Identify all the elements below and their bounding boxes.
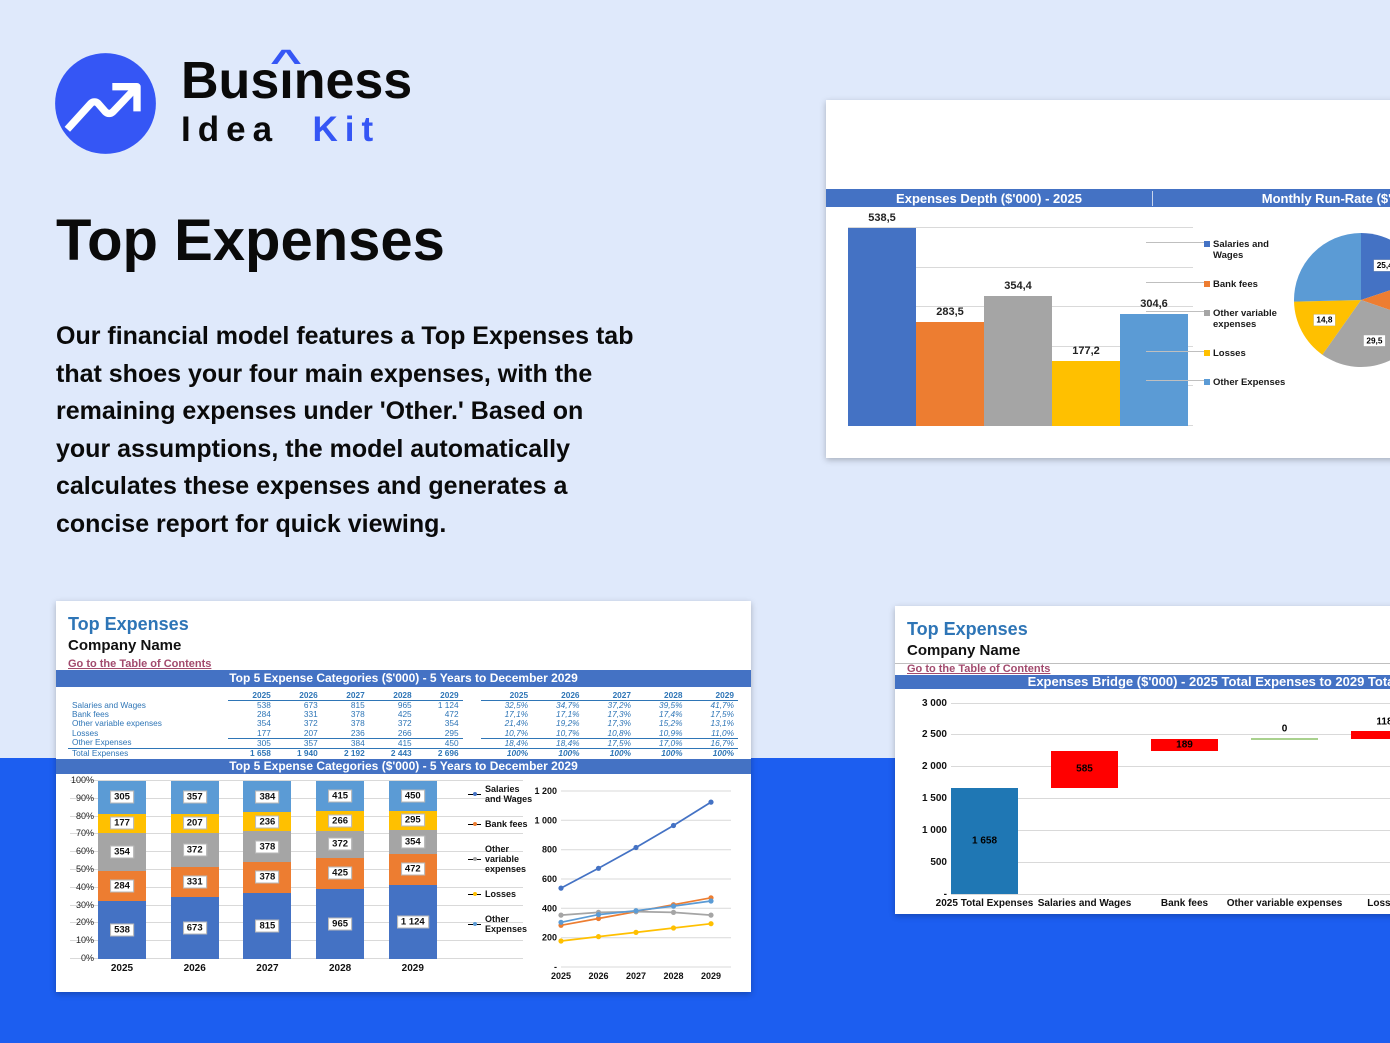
svg-text:2026: 2026	[588, 971, 608, 981]
svg-text:2028: 2028	[663, 971, 683, 981]
svg-text:2025: 2025	[551, 971, 571, 981]
svg-text:25,4: 25,4	[1377, 261, 1390, 270]
svg-text:1 200: 1 200	[534, 786, 557, 796]
svg-text:2027: 2027	[626, 971, 646, 981]
svg-text:600: 600	[542, 874, 557, 884]
svg-text:1 000: 1 000	[534, 815, 557, 825]
svg-text:14,8: 14,8	[1316, 316, 1332, 325]
svg-text:2029: 2029	[701, 971, 721, 981]
svg-text:400: 400	[542, 903, 557, 913]
svg-text:200: 200	[542, 933, 557, 943]
svg-text:800: 800	[542, 845, 557, 855]
svg-text:29,5: 29,5	[1366, 336, 1382, 345]
